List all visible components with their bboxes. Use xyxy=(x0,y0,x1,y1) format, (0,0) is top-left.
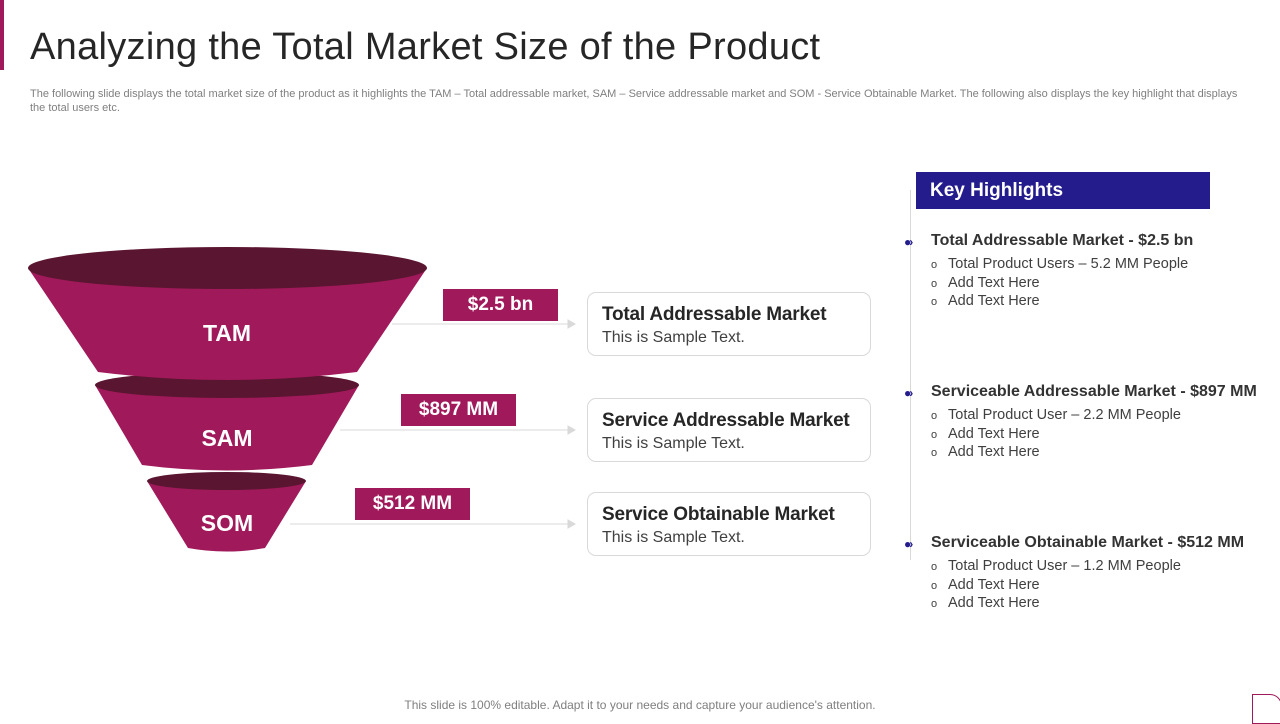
highlight-title: Serviceable Obtainable Market - $512 MM xyxy=(931,534,1245,551)
page-title: Analyzing the Total Market Size of the P… xyxy=(30,26,821,68)
circle-bullet-icon: o xyxy=(931,598,938,610)
desc-box-title: Service Addressable Market xyxy=(602,410,850,431)
value-tag-tam: $2.5 bn xyxy=(443,289,558,321)
highlights-timeline xyxy=(910,190,911,560)
circle-bullet-icon: o xyxy=(931,579,938,592)
desc-box-text: This is Sample Text. xyxy=(602,329,745,346)
circle-bullet-icon: o xyxy=(931,296,938,308)
highlight-points: o Total Product User – 1.2 MM People o Add… xyxy=(931,558,1181,614)
funnel-label-som: SOM xyxy=(200,510,254,536)
som-connector-arrow xyxy=(567,519,577,529)
value-tag-sam: $897 MM xyxy=(401,394,516,426)
key-highlights-header: Key Highlights xyxy=(916,172,1210,209)
desc-box-tam: Total Addressable Market This is Sample … xyxy=(587,292,871,356)
page-subtitle: The following slide displays the total m… xyxy=(30,88,1238,114)
circle-bullet-icon: o xyxy=(931,447,938,459)
desc-box-title: Total Addressable Market xyxy=(602,304,827,325)
accent-bar xyxy=(0,0,4,70)
list-item: o Total Product User – 2.2 MM People xyxy=(931,407,1181,426)
double-chevron-bullet-icon: ●› xyxy=(904,235,913,249)
funnel-segment-sam xyxy=(95,372,359,471)
desc-box-text: This is Sample Text. xyxy=(602,529,745,546)
desc-box-title: Service Obtainable Market xyxy=(602,504,835,525)
desc-box-text: This is Sample Text. xyxy=(602,435,745,452)
funnel-label-tam: TAM xyxy=(202,320,252,346)
circle-bullet-icon: o xyxy=(931,561,938,573)
footer-note: This slide is 100% editable. Adapt it to… xyxy=(404,698,876,712)
highlight-points: o Total Product User – 2.2 MM People o Add… xyxy=(931,407,1181,463)
tam-connector-arrow xyxy=(567,319,577,329)
list-item: o Total Product Users – 5.2 MM People xyxy=(931,256,1188,275)
funnel-segment-tam xyxy=(28,247,427,380)
circle-bullet-icon: o xyxy=(931,410,938,422)
highlight-title: Total Addressable Market - $2.5 bn xyxy=(931,232,1194,249)
funnel-segment-som xyxy=(147,472,306,552)
circle-bullet-icon: o xyxy=(931,428,938,441)
list-item: o Add Text Here xyxy=(931,444,1181,463)
desc-box-sam: Service Addressable Market This is Sampl… xyxy=(587,398,871,462)
list-item: o Add Text Here xyxy=(931,426,1181,445)
highlight-title: Serviceable Addressable Market - $897 MM xyxy=(931,383,1257,400)
desc-box-som: Service Obtainable Market This is Sample… xyxy=(587,492,871,556)
list-item: o Total Product User – 1.2 MM People xyxy=(931,558,1181,577)
highlight-points: o Total Product Users – 5.2 MM People o Ad… xyxy=(931,256,1188,312)
list-item: o Add Text Here xyxy=(931,275,1188,294)
double-chevron-bullet-icon: ●› xyxy=(904,537,913,551)
double-chevron-bullet-icon: ●› xyxy=(904,386,913,400)
circle-bullet-icon: o xyxy=(931,259,938,271)
sam-connector-arrow xyxy=(567,425,577,435)
list-item: o Add Text Here xyxy=(931,595,1181,614)
list-item: o Add Text Here xyxy=(931,293,1188,312)
funnel-label-sam: SAM xyxy=(201,425,253,451)
funnel-diagram xyxy=(28,247,577,552)
list-item: o Add Text Here xyxy=(931,577,1181,596)
circle-bullet-icon: o xyxy=(931,277,938,290)
value-tag-som: $512 MM xyxy=(355,488,470,520)
